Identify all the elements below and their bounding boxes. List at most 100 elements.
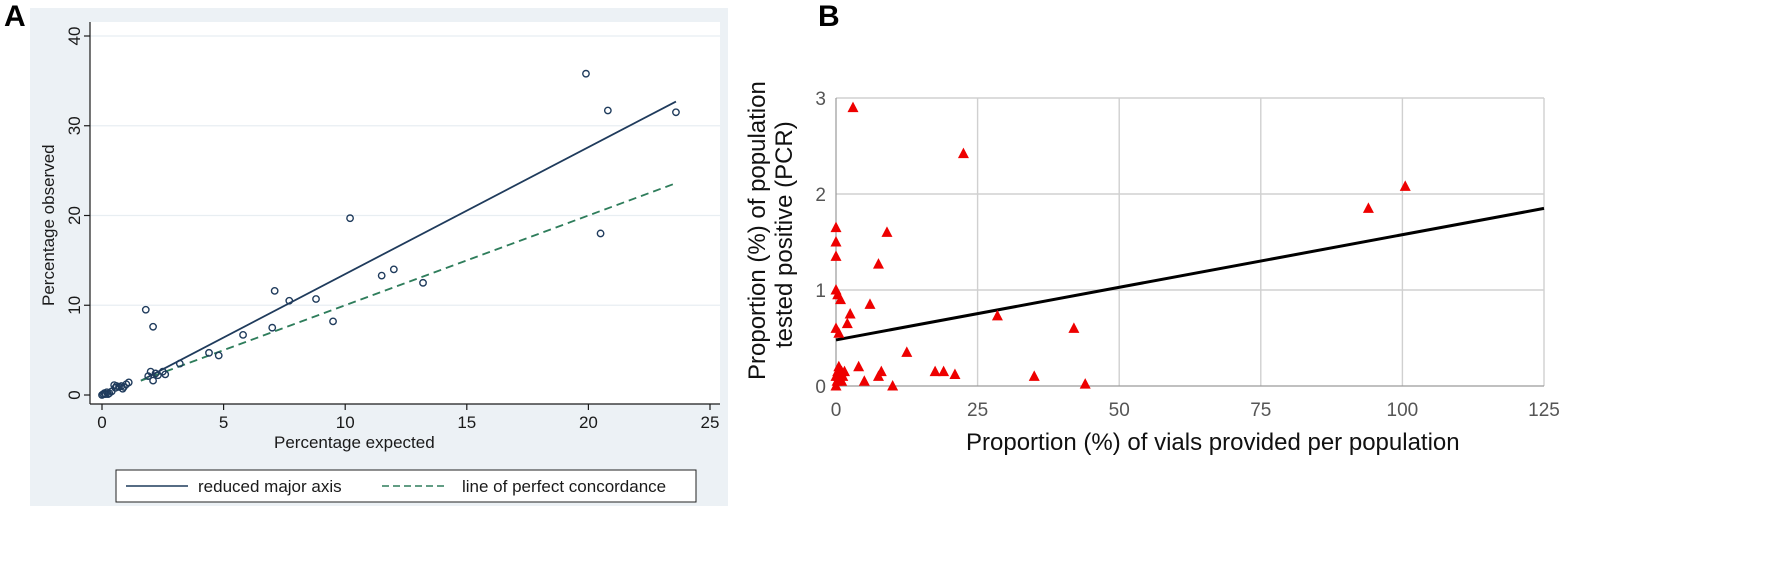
chart-b-data-point xyxy=(841,317,853,329)
chart-b: 0 1 2 3 0 25 50 75 100 125 Proportion (%) of via… xyxy=(744,81,1560,456)
chart-a-x-ticks: 0 5 10 15 20 25 xyxy=(97,404,719,432)
chart-a-fit-lines xyxy=(140,100,677,382)
chart-b-y-axis-label-line2: tested positive (PCR) xyxy=(771,121,798,348)
chart-a-data-point xyxy=(270,286,279,295)
chart-b-x-tick-label: 75 xyxy=(1250,400,1271,421)
panel-label-b: B xyxy=(818,0,840,33)
chart-b-data-point xyxy=(1068,322,1080,333)
chart-a-y-tick-label: 40 xyxy=(65,27,84,46)
chart-b-y-axis-label-line1: Proportion (%) of population xyxy=(744,81,771,380)
chart-b-x-axis-label: Proportion (%) of vials provided per pop… xyxy=(966,429,1460,456)
chart-b-trend-line xyxy=(835,206,1545,342)
chart-b-data-point xyxy=(929,365,941,377)
chart-b-x-tick-label: 50 xyxy=(1109,400,1130,421)
chart-a-data-point xyxy=(672,108,680,117)
chart-a-data-point xyxy=(419,278,427,287)
chart-a-data-point xyxy=(146,367,155,376)
chart-b-x-ticks: 0 25 50 75 100 125 xyxy=(831,400,1560,421)
chart-b-data-point xyxy=(957,147,969,159)
chart-a-data-point xyxy=(377,271,386,280)
chart-b-data-point xyxy=(991,309,1003,321)
chart-a-data-point xyxy=(603,106,612,115)
chart-a-legend: reduced major axis line of perfect conco… xyxy=(115,469,697,503)
chart-b-data-point xyxy=(858,375,870,386)
chart-a-y-tick-label: 0 xyxy=(65,390,84,399)
chart-b-data-point xyxy=(881,226,893,237)
chart-b-data-point xyxy=(833,327,845,338)
chart-a-data-point xyxy=(239,330,247,339)
chart-b-y-tick-label: 0 xyxy=(815,377,826,398)
chart-a-data-point xyxy=(596,229,605,238)
chart-a-data-point xyxy=(582,69,590,78)
chart-b-data-point xyxy=(838,365,850,377)
chart-a-data-point xyxy=(329,317,337,326)
reduced-major-axis-line xyxy=(140,100,677,382)
chart-b-data-point xyxy=(847,101,859,113)
chart-b-data-point xyxy=(830,221,842,233)
chart-a-y-axis-label: Percentage observed xyxy=(39,144,58,306)
chart-b-points xyxy=(830,101,1411,391)
chart-a-points xyxy=(98,69,680,399)
chart-b-y-tick-label: 1 xyxy=(815,281,826,302)
chart-a-x-tick-label: 5 xyxy=(219,413,228,432)
chart-b-data-point xyxy=(1079,378,1091,389)
chart-b-gridlines xyxy=(836,97,1545,386)
chart-b-trend-line-path xyxy=(835,206,1545,342)
chart-a-x-axis-label: Percentage expected xyxy=(274,433,435,452)
chart-a-data-point xyxy=(205,348,213,357)
chart-a-data-point xyxy=(389,265,398,274)
chart-b-data-point xyxy=(830,250,842,261)
chart-b-data-point xyxy=(875,365,887,377)
chart-a-data-point xyxy=(149,376,157,385)
chart-a-data-point xyxy=(346,214,354,223)
chart-b-data-point xyxy=(844,308,856,319)
chart-b-data-point xyxy=(864,298,876,309)
chart-a-data-point xyxy=(141,305,150,314)
panel-label-a: A xyxy=(4,0,26,33)
chart-a-data-point xyxy=(175,359,184,368)
chart-a-y-tick-label: 20 xyxy=(65,206,84,225)
chart-a-x-tick-label: 0 xyxy=(97,413,106,432)
chart-b-data-point xyxy=(835,293,847,305)
chart-a-x-tick-label: 20 xyxy=(579,413,598,432)
chart-a-y-tick-label: 10 xyxy=(65,296,84,315)
chart-a: 0 10 20 30 40 0 5 10 15 20 25 Percentage expected… xyxy=(30,8,728,506)
chart-a-data-point xyxy=(149,322,157,331)
chart-a-data-point xyxy=(214,351,223,360)
chart-a-data-point xyxy=(154,371,162,380)
chart-b-data-point xyxy=(1399,180,1411,191)
chart-b-data-point xyxy=(1028,370,1040,381)
chart-a-data-point xyxy=(312,295,320,303)
legend-label-perfect-concordance: line of perfect concordance xyxy=(462,477,666,496)
chart-b-x-tick-label: 100 xyxy=(1387,400,1419,421)
chart-b-data-point xyxy=(853,360,865,372)
chart-b-data-point xyxy=(830,236,842,247)
chart-a-y-ticks: 0 10 20 30 40 xyxy=(65,27,90,400)
chart-b-data-point xyxy=(887,380,899,391)
chart-b-y-tick-label: 3 xyxy=(815,89,826,110)
chart-a-x-tick-label: 15 xyxy=(457,413,476,432)
chart-a-x-tick-label: 10 xyxy=(336,413,355,432)
chart-a-gridlines xyxy=(90,35,720,306)
chart-b-plot-area xyxy=(836,98,1544,386)
chart-a-data-point xyxy=(161,370,170,379)
chart-b-data-point xyxy=(938,365,950,377)
chart-a-data-point xyxy=(285,296,294,305)
chart-b-x-tick-label: 125 xyxy=(1528,400,1560,421)
chart-b-data-point xyxy=(872,258,884,269)
chart-b-data-point xyxy=(949,368,961,379)
chart-b-x-tick-label: 25 xyxy=(967,400,988,421)
legend-label-reduced-major-axis: reduced major axis xyxy=(198,477,342,496)
chart-b-x-tick-label: 0 xyxy=(831,400,842,421)
chart-b-data-point xyxy=(1362,202,1374,213)
perfect-concordance-line xyxy=(140,182,677,382)
chart-a-plot-background xyxy=(90,22,720,404)
chart-b-y-tick-label: 2 xyxy=(815,185,826,206)
chart-a-data-point xyxy=(124,378,133,387)
chart-a-y-tick-label: 30 xyxy=(65,116,84,135)
chart-b-data-point xyxy=(901,346,913,357)
chart-a-data-point xyxy=(268,323,277,332)
chart-b-y-ticks: 0 1 2 3 xyxy=(815,89,826,398)
chart-a-x-tick-label: 25 xyxy=(701,413,720,432)
